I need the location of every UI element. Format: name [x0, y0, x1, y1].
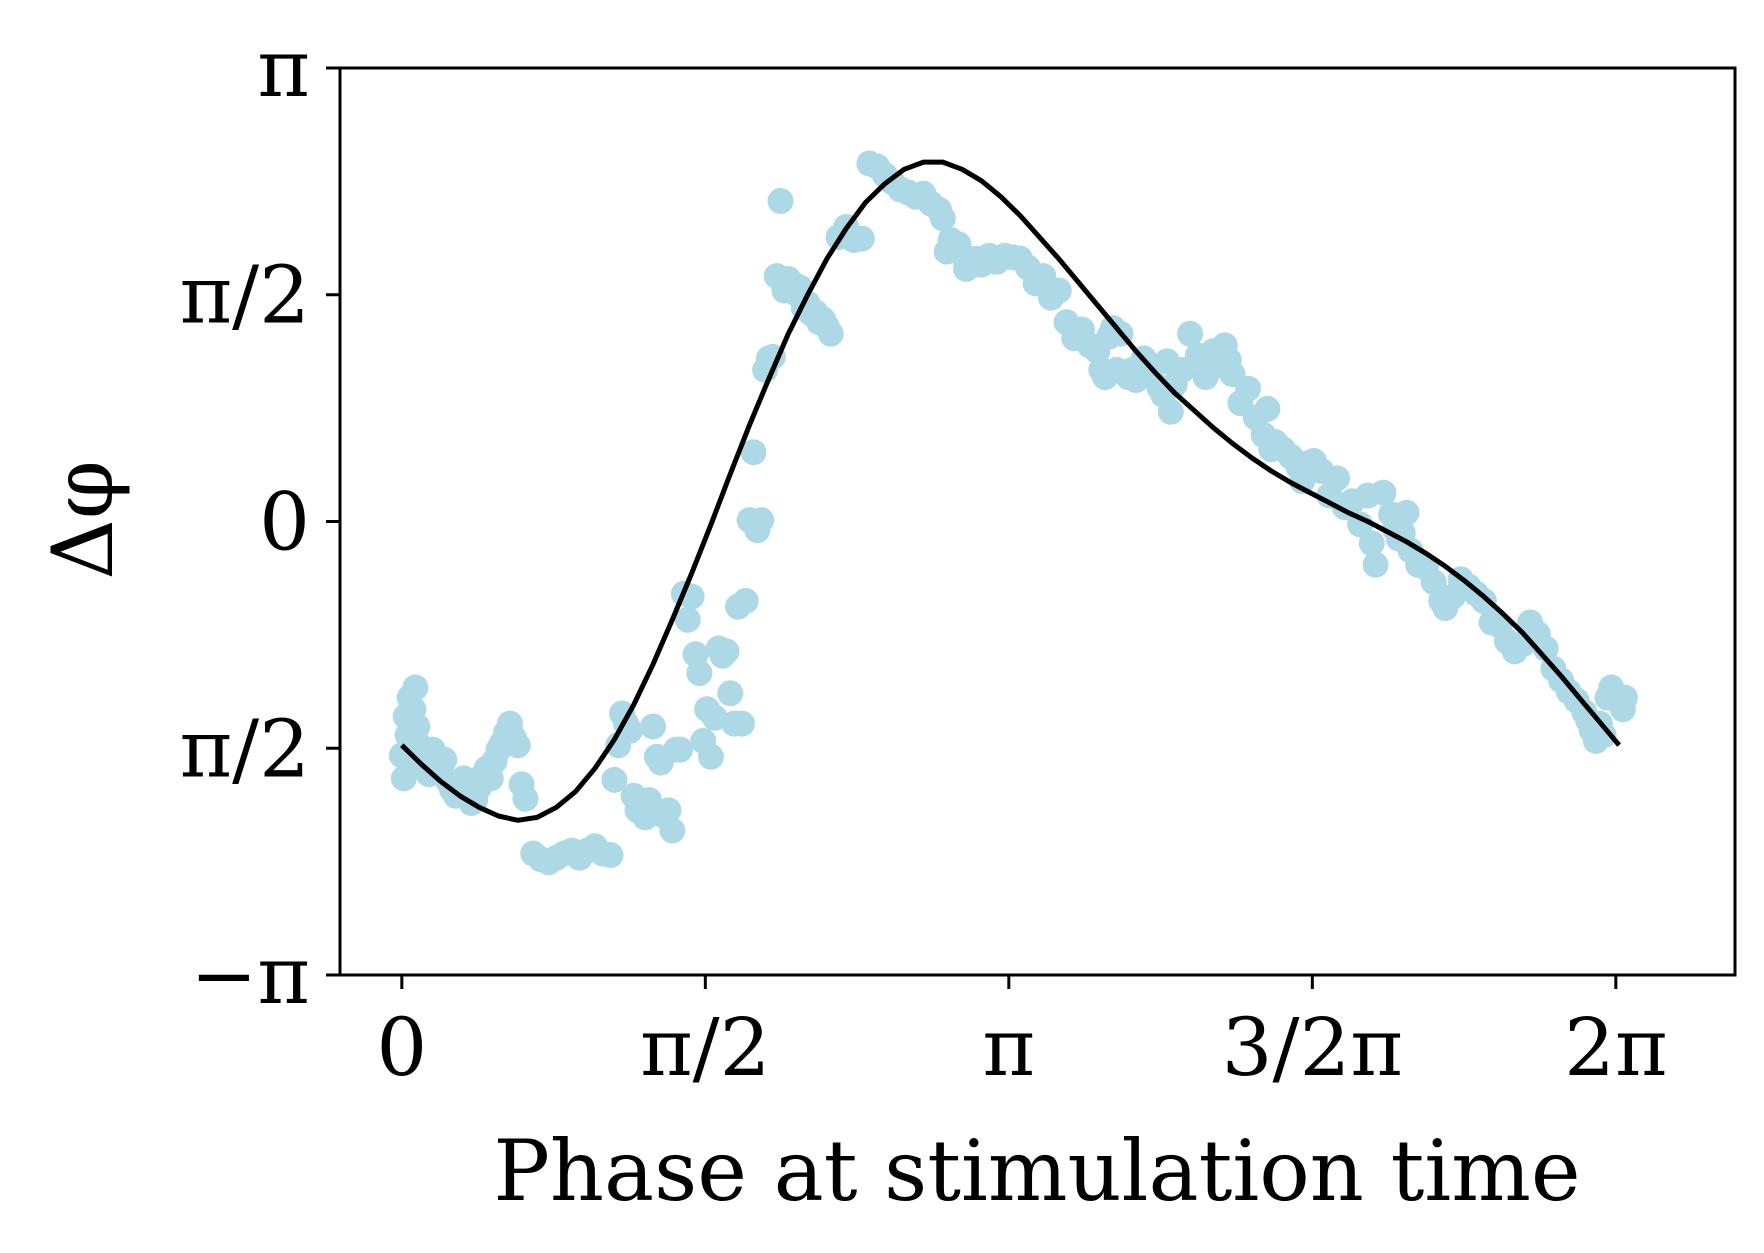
scatter-point — [636, 787, 663, 814]
scatter-point — [1177, 320, 1204, 347]
scatter-point — [674, 606, 701, 633]
y-axis-label: Δφ — [34, 460, 132, 579]
y-tick-label: π/2 — [180, 702, 310, 795]
y-tick-label: −π — [190, 929, 310, 1022]
fit-curve-line — [400, 159, 1622, 823]
y-tick-label: π — [257, 22, 310, 115]
scatter-point — [640, 713, 666, 740]
scatter-point — [431, 746, 458, 773]
scatter-point — [512, 785, 539, 812]
scatter-point — [732, 587, 759, 614]
scatter-point — [404, 713, 431, 740]
scatter-point — [1235, 375, 1262, 402]
scatter-point — [767, 188, 794, 214]
scatter-point — [659, 817, 686, 844]
scatter-point — [402, 674, 429, 701]
scatter-point — [1358, 530, 1385, 557]
scatter-point — [848, 225, 875, 252]
x-tick-label: 0 — [376, 1001, 427, 1094]
scatter-point — [1370, 479, 1397, 506]
scatter-point — [1347, 511, 1374, 538]
scatter-point — [601, 766, 628, 793]
scatter-point — [748, 507, 775, 534]
scatter-point — [717, 680, 744, 707]
scatter-point — [1324, 465, 1350, 492]
scatter-point — [686, 660, 713, 687]
scatter-point — [655, 797, 682, 824]
scatter-point — [817, 320, 844, 347]
scatter-point — [504, 732, 531, 759]
x-tick-label: 2π — [1564, 1001, 1667, 1094]
scatter-point — [929, 205, 956, 232]
scatter-point — [1611, 684, 1638, 711]
scatter-point — [698, 743, 724, 770]
scatter-point — [740, 439, 767, 466]
x-tick-label: π — [983, 1001, 1036, 1094]
x-tick-label: π/2 — [640, 1001, 770, 1094]
x-axis-label: Phase at stimulation time — [493, 1122, 1580, 1220]
x-axis-ticks: 0 π/2 π 3/2π 2π — [376, 975, 1668, 1094]
scatter-point — [1157, 398, 1184, 425]
scatter-point — [1590, 722, 1617, 749]
y-tick-label: π/2 — [180, 249, 310, 342]
scatter-point — [1254, 395, 1281, 422]
scatter-point — [667, 736, 694, 763]
scatter-point — [713, 638, 740, 665]
scatter-point — [1362, 551, 1389, 578]
scatter-point — [597, 842, 624, 868]
y-axis-ticks: −π π/2 0 π/2 π — [180, 22, 340, 1022]
scatter-point — [728, 710, 755, 737]
scatter-point — [1045, 277, 1072, 304]
fit-curve-series — [400, 159, 1622, 823]
plot-area — [340, 68, 1735, 975]
scatter-point — [1393, 499, 1420, 526]
x-tick-label: 3/2π — [1222, 1001, 1403, 1094]
y-tick-label: 0 — [259, 476, 310, 569]
